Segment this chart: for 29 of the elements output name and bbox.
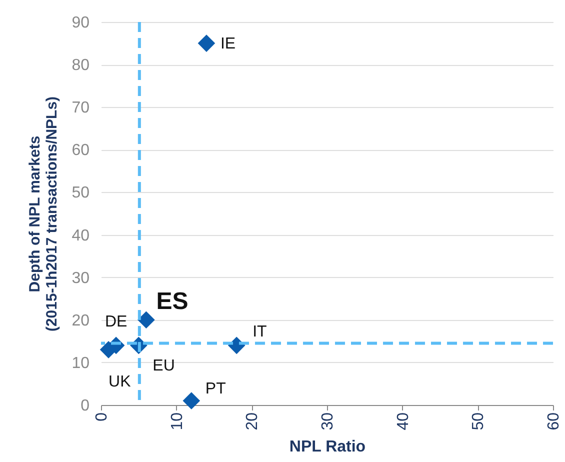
x-tick-label: 50	[470, 412, 488, 430]
annotation: PT	[205, 380, 226, 398]
y-tick-label: 80	[72, 57, 90, 74]
y-tick-label: 30	[72, 270, 90, 287]
annotation: EU	[152, 357, 175, 374]
x-tick-label: 0	[94, 412, 110, 422]
annotation: IT	[252, 323, 268, 340]
y-tick-label: 50	[72, 184, 90, 202]
annotation: IE	[220, 35, 236, 52]
y-tick-label: 90	[72, 14, 90, 32]
annotation: UK	[108, 374, 132, 391]
y-tick-label: 40	[72, 227, 90, 244]
point	[198, 34, 216, 52]
x-tick-label: 10	[168, 412, 186, 430]
y-tick-label: 60	[72, 142, 90, 160]
y-tick-label: 70	[72, 100, 90, 117]
point	[138, 311, 155, 329]
annotation: ES	[156, 288, 188, 315]
point	[182, 392, 200, 410]
x-axis-title: NPL Ratio	[289, 438, 366, 456]
y-tick-label: 20	[72, 312, 90, 330]
x-tick-label: 30	[320, 412, 336, 430]
x-tick-label: 20	[244, 412, 262, 430]
x-tick-label: 40	[394, 412, 412, 430]
annotation: DE	[104, 313, 128, 330]
y-axis-title: Depth of NPL markets (2015-1h2017 transactions/NPLs)	[26, 96, 61, 332]
x-tick-label: 60	[546, 412, 562, 430]
y-tick-label: 10	[72, 354, 90, 372]
y-tick-label: 0	[80, 398, 90, 414]
